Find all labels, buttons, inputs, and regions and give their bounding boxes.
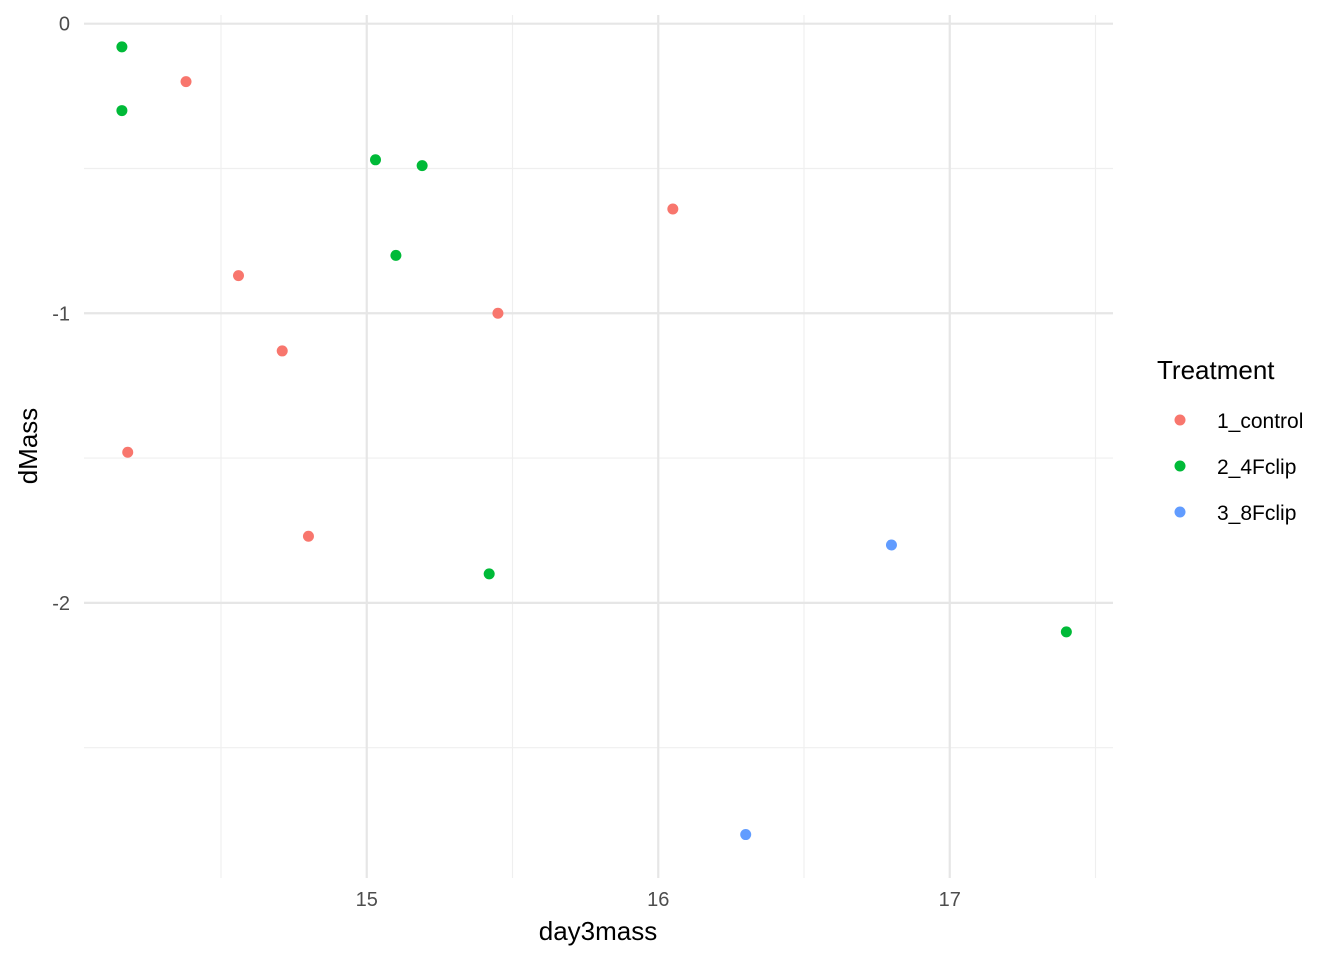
legend: Treatment 1_control 2_4Fclip 3_8Fclip	[1157, 355, 1303, 525]
legend-label: 2_4Fclip	[1217, 456, 1296, 479]
x-tick-label: 17	[939, 889, 961, 911]
legend-key	[1174, 414, 1186, 426]
data-point	[116, 41, 128, 53]
data-point	[232, 270, 244, 282]
legend-label: 3_8Fclip	[1217, 502, 1296, 525]
data-point	[180, 76, 192, 88]
legend-label: 1_control	[1217, 410, 1303, 433]
data-point	[390, 249, 402, 261]
data-point	[122, 446, 134, 458]
y-tick-label: -1	[52, 303, 70, 325]
axis-tick-labels: 15 16 17 0 -1 -2	[52, 14, 961, 911]
data-point	[885, 539, 897, 551]
legend-items: 1_control 2_4Fclip 3_8Fclip	[1174, 410, 1303, 525]
y-tick-label: 0	[59, 14, 70, 36]
data-point	[740, 829, 752, 841]
grid-lines	[84, 15, 1113, 878]
data-point	[1060, 626, 1072, 638]
data-points	[116, 41, 1072, 841]
legend-title: Treatment	[1157, 355, 1275, 385]
legend-key	[1174, 460, 1186, 472]
data-point	[667, 203, 679, 215]
data-point	[302, 530, 314, 542]
data-point	[492, 307, 504, 319]
x-tick-label: 16	[647, 889, 669, 911]
data-point	[416, 160, 428, 172]
legend-key	[1174, 506, 1186, 518]
y-tick-label: -2	[52, 593, 70, 615]
data-point	[276, 345, 288, 357]
y-axis-title: dMass	[13, 408, 43, 485]
data-point	[370, 154, 382, 166]
x-tick-label: 15	[356, 889, 378, 911]
data-point	[116, 105, 128, 117]
data-point	[483, 568, 495, 580]
x-axis-title: day3mass	[539, 916, 658, 946]
